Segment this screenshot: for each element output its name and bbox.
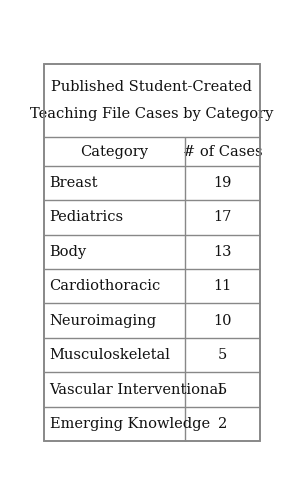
Text: 5: 5 (218, 382, 227, 396)
Text: Musculoskeletal: Musculoskeletal (50, 348, 170, 362)
Text: Neuroimaging: Neuroimaging (50, 314, 157, 328)
Text: Body: Body (50, 245, 87, 259)
Text: 2: 2 (218, 417, 227, 431)
Text: Breast: Breast (50, 176, 98, 190)
Text: Teaching File Cases by Category: Teaching File Cases by Category (30, 107, 274, 121)
Text: Cardiothoracic: Cardiothoracic (50, 279, 161, 293)
Text: 11: 11 (213, 279, 231, 293)
Text: 5: 5 (218, 348, 227, 362)
Text: 13: 13 (213, 245, 231, 259)
Text: 17: 17 (213, 210, 231, 224)
Text: Vascular Interventional: Vascular Interventional (50, 382, 223, 396)
Text: # of Cases: # of Cases (183, 144, 262, 158)
Text: Pediatrics: Pediatrics (50, 210, 124, 224)
Text: 19: 19 (213, 176, 231, 190)
Text: Category: Category (81, 144, 149, 158)
Text: Emerging Knowledge: Emerging Knowledge (50, 417, 210, 431)
Text: Published Student-Created: Published Student-Created (51, 80, 252, 94)
Text: 10: 10 (213, 314, 231, 328)
